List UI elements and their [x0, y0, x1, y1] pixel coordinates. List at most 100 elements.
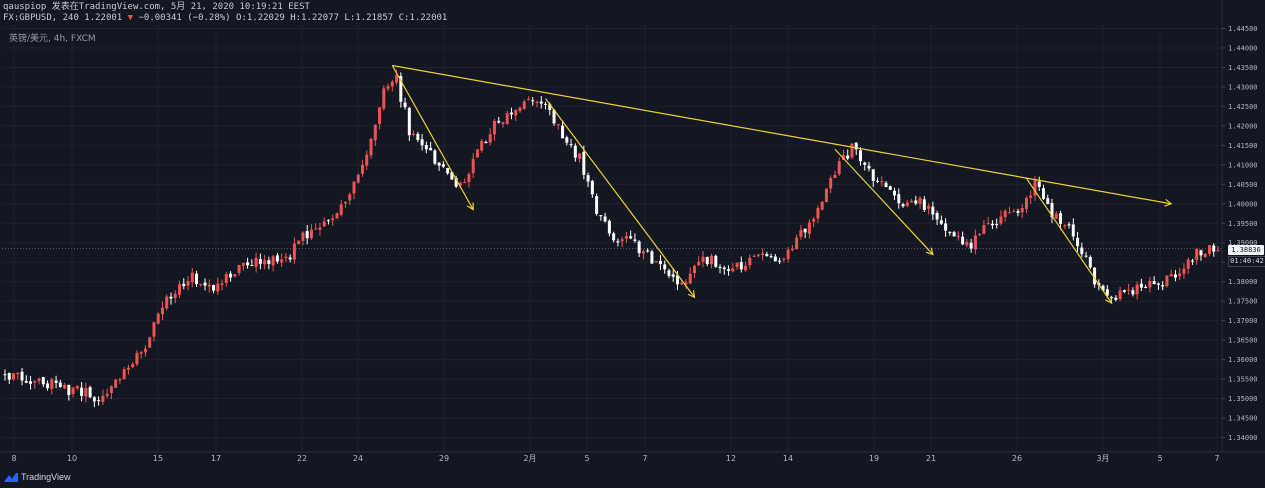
candle-down	[637, 241, 641, 254]
candle-down	[616, 241, 620, 243]
time-axis[interactable]: 8 10 15 17 22 24 29 2月 5 7 12 14 19 21 26 3月 5 7	[11, 454, 1219, 463]
time-tick-label: 5	[584, 454, 589, 463]
candle-down	[169, 296, 173, 299]
trendline-arrowhead	[1164, 198, 1173, 207]
candle-up	[178, 284, 182, 295]
time-tick-label: 15	[153, 454, 163, 463]
candle-up	[241, 262, 245, 266]
candle-down	[1080, 247, 1084, 255]
time-tick-label: 3月	[1096, 454, 1109, 463]
candle-up	[735, 262, 739, 268]
ohlc-values: O:1.22029 H:1.22077 L:1.21857 C:1.22001	[236, 13, 448, 23]
candle-up	[101, 395, 105, 402]
candle-up	[114, 379, 118, 388]
candle-up	[795, 237, 799, 249]
candle-up	[756, 254, 760, 256]
candle-down	[250, 265, 254, 267]
candle-down	[667, 270, 671, 276]
trendline-arrowhead	[1105, 296, 1113, 305]
candle-down	[990, 223, 994, 226]
candle-down	[403, 102, 407, 108]
candle-down	[58, 382, 62, 387]
candle-up	[373, 124, 377, 141]
candle-down	[599, 215, 603, 217]
trendlines	[391, 64, 1173, 305]
candle-up	[318, 227, 322, 230]
candle-up	[173, 293, 177, 299]
time-tick-label: 17	[211, 454, 221, 463]
candle-up	[118, 379, 122, 381]
candle-down	[1050, 203, 1054, 218]
candle-up	[978, 234, 982, 236]
candle-down	[948, 231, 952, 233]
candle-up	[156, 313, 160, 324]
candle-down	[212, 285, 216, 291]
candle-up	[224, 274, 228, 283]
candle-up	[820, 201, 824, 210]
candle-down	[650, 251, 654, 264]
time-tick-label: 22	[297, 454, 307, 463]
candle-down	[424, 145, 428, 150]
price-tick-label: 1.42000	[1228, 122, 1258, 130]
candle-down	[573, 145, 577, 158]
candle-up	[1165, 275, 1169, 287]
candle-down	[531, 100, 535, 102]
candle-up	[880, 181, 884, 183]
time-tick-label: 7	[1214, 454, 1219, 463]
candle-up	[1118, 290, 1122, 300]
candle-down	[722, 267, 726, 270]
price-tick-label: 1.37000	[1228, 317, 1258, 325]
candle-up	[837, 161, 841, 175]
price-tick-label: 1.38000	[1228, 278, 1258, 286]
time-tick-label: 26	[1012, 454, 1022, 463]
candle-down	[46, 383, 50, 389]
candle-up	[1063, 225, 1067, 227]
price-tick-label: 1.40500	[1228, 181, 1258, 189]
candle-down	[1041, 188, 1045, 199]
candle-up	[301, 232, 305, 241]
tradingview-logo-icon	[4, 472, 18, 482]
candle-up	[518, 107, 522, 112]
candle-up	[1195, 248, 1199, 260]
candle-down	[1161, 285, 1165, 287]
candle-up	[748, 257, 752, 266]
candle-down	[671, 274, 675, 277]
candle-down	[944, 223, 948, 231]
candle-down	[863, 162, 867, 165]
candle-up	[829, 178, 833, 189]
candle-down	[995, 223, 999, 225]
candle-up	[692, 266, 696, 274]
candle-down	[88, 387, 92, 398]
candle-down	[705, 257, 709, 264]
candle-up	[297, 240, 301, 244]
candle-up	[139, 352, 143, 354]
footer-brand[interactable]: TradingView	[4, 472, 71, 482]
candle-up	[1012, 211, 1016, 213]
candle-down	[229, 273, 233, 278]
price-axis[interactable]: 1.34000 1.34500 1.35000 1.35500 1.36000 1.365…	[1222, 25, 1258, 442]
candle-down	[1037, 181, 1041, 187]
candle-up	[386, 86, 390, 89]
candle-down	[607, 220, 611, 234]
candle-up	[1033, 180, 1037, 196]
candle-up	[382, 88, 386, 109]
candle-up	[237, 264, 241, 273]
candle-up	[1148, 280, 1152, 288]
candle-up	[956, 235, 960, 237]
candle-up	[33, 381, 37, 383]
candle-up	[744, 265, 748, 271]
time-tick-label: 19	[869, 454, 879, 463]
candle-up	[1020, 208, 1024, 213]
candle-down	[1152, 281, 1156, 285]
candle-down	[552, 109, 556, 124]
candle-down	[969, 242, 973, 249]
time-tick-label: 24	[353, 454, 363, 463]
candle-down	[407, 107, 411, 136]
candle-up	[207, 284, 211, 287]
candle-up	[309, 229, 313, 239]
candle-up	[263, 260, 267, 265]
price-tick-label: 1.42500	[1228, 103, 1258, 111]
trendline	[392, 64, 1172, 205]
grid-lines	[0, 0, 1265, 453]
